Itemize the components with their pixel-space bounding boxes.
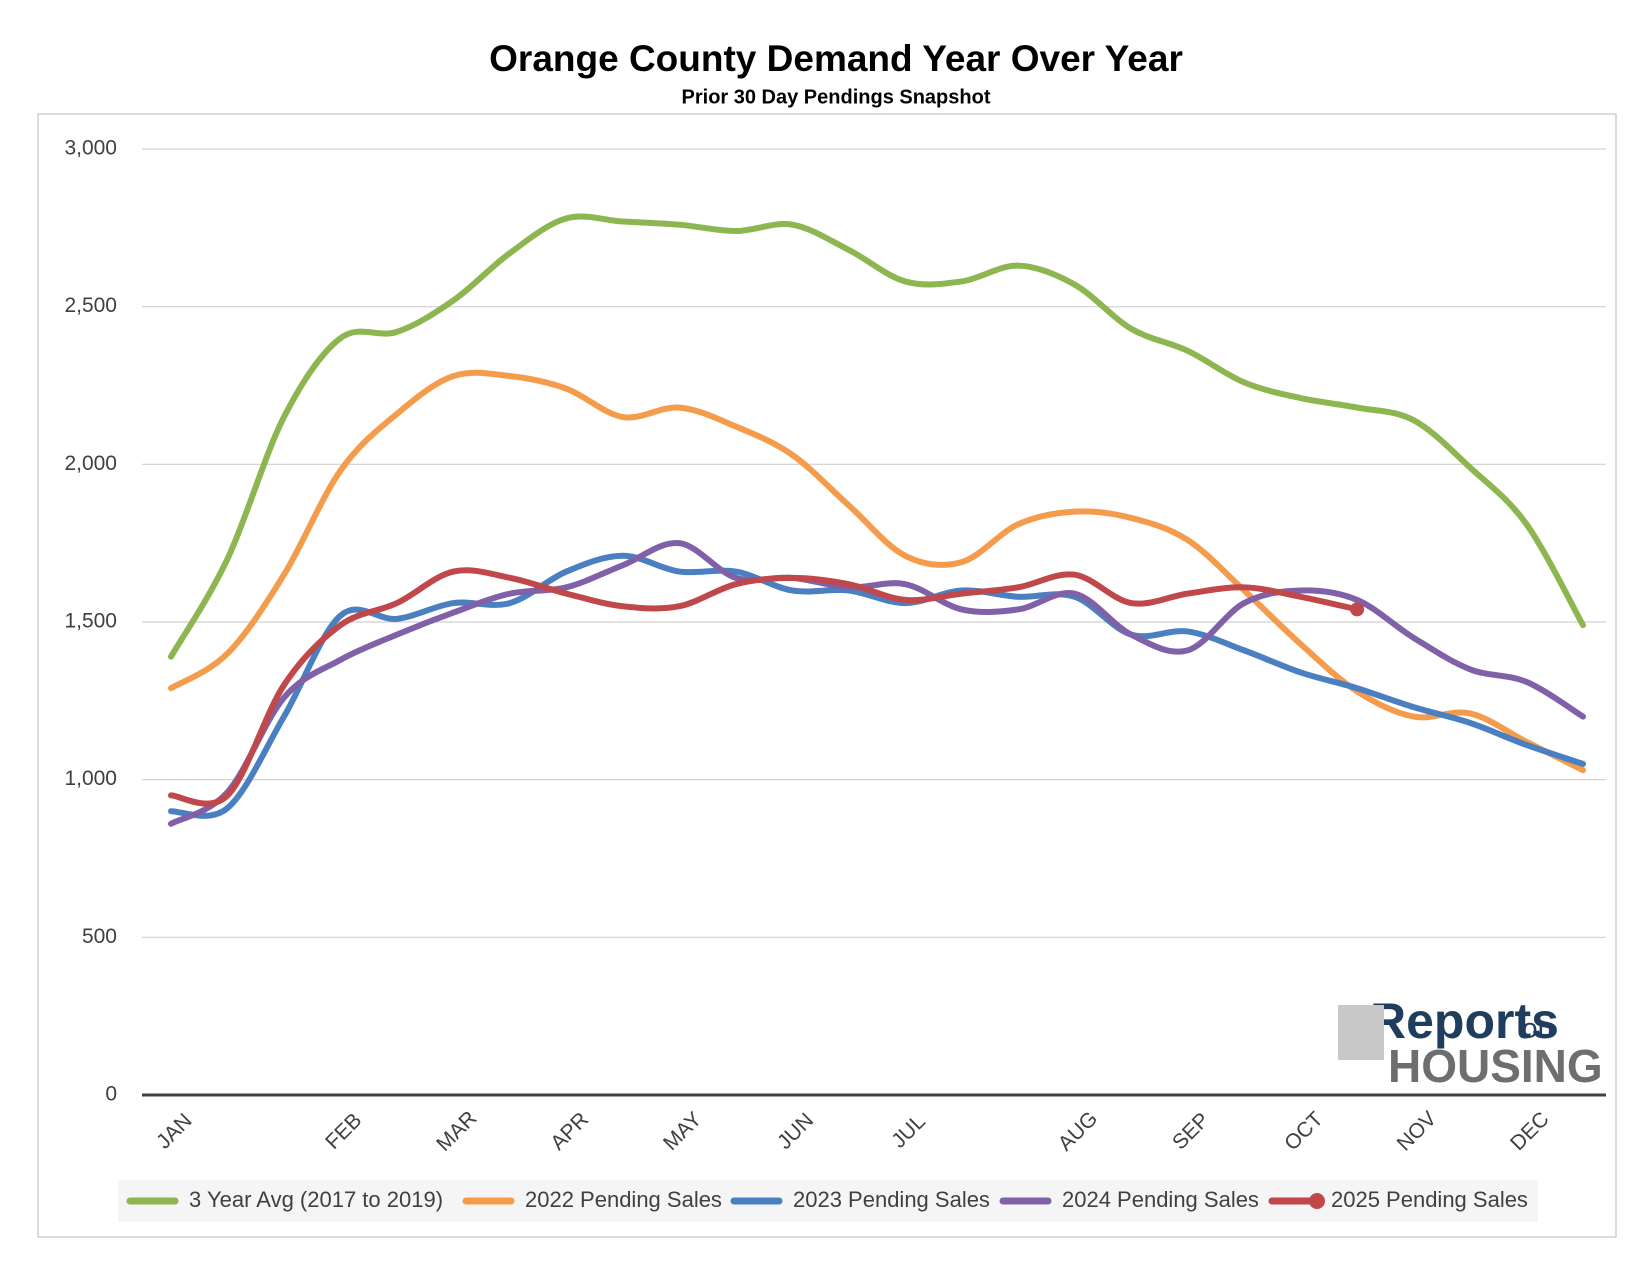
y-tick-label: 0	[105, 1083, 117, 1106]
y-tick-label: 3,000	[64, 137, 117, 160]
data-line	[168, 567, 1361, 807]
legend-marker	[1309, 1193, 1325, 1209]
logo-word: Reports	[1370, 993, 1559, 1049]
y-tick-label: 2,500	[64, 294, 117, 317]
y-tick-label: 2,000	[64, 452, 117, 475]
logo: Reports on HOUSING	[1338, 993, 1603, 1092]
logo-word: on	[1522, 1012, 1553, 1043]
chart-frame	[37, 113, 1617, 1238]
y-tick-label: 500	[82, 925, 117, 948]
legend-label: 2025 Pending Sales	[1331, 1187, 1528, 1212]
logo-icon	[1338, 1005, 1384, 1060]
data-line	[168, 213, 1586, 660]
chart-title: Orange County Demand Year Over Year	[489, 38, 1183, 79]
data-line	[168, 540, 1586, 827]
end-marker	[1350, 602, 1365, 617]
legend-label: 2023 Pending Sales	[793, 1187, 990, 1212]
y-tick-label: 1,000	[64, 767, 117, 790]
chart-subtitle: Prior 30 Day Pendings Snapshot	[682, 86, 991, 108]
y-tick-label: 1,500	[64, 610, 117, 633]
data-line	[168, 369, 1586, 774]
legend-label: 3 Year Avg (2017 to 2019)	[189, 1187, 443, 1212]
legend-label: 2024 Pending Sales	[1062, 1187, 1259, 1212]
legend-label: 2022 Pending Sales	[525, 1187, 722, 1212]
logo-word: HOUSING	[1388, 1040, 1603, 1092]
